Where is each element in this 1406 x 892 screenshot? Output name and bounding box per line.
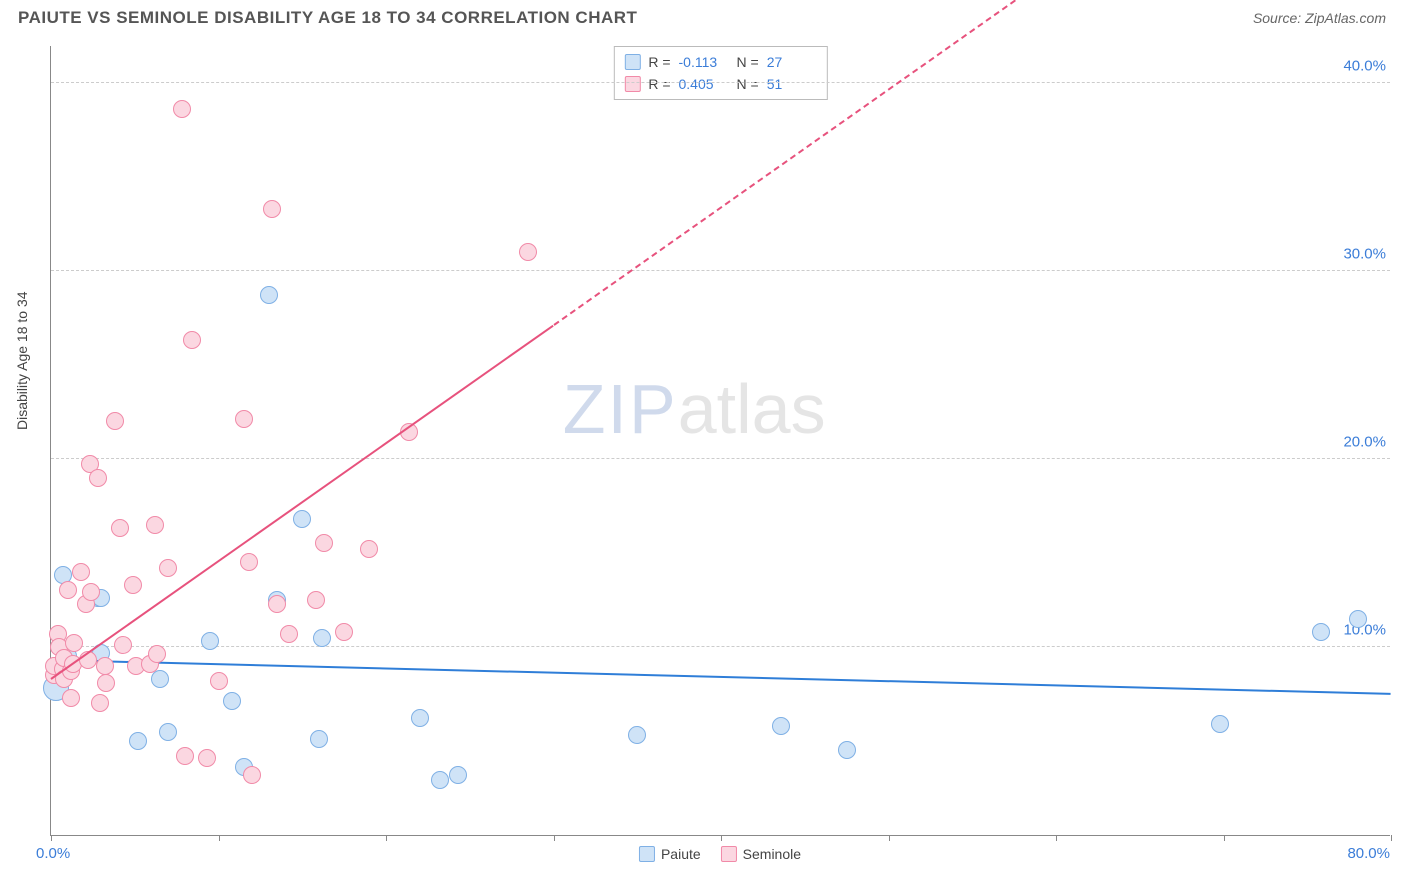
data-point (82, 583, 100, 601)
data-point (159, 559, 177, 577)
legend-series-item: Paiute (639, 846, 701, 862)
gridline (51, 458, 1390, 459)
x-tick (386, 835, 387, 841)
plot-region: R = -0.113 N = 27 R = 0.405 N = 51 ZIPatlas… (50, 46, 1390, 836)
x-tick (1391, 835, 1392, 841)
legend-r-label: R = (648, 51, 670, 73)
data-point (59, 581, 77, 599)
data-point (173, 100, 191, 118)
data-point (65, 634, 83, 652)
data-point (240, 553, 258, 571)
chart-area: R = -0.113 N = 27 R = 0.405 N = 51 ZIPatlas… (50, 46, 1390, 836)
legend-r-label: R = (648, 73, 670, 95)
x-tick (721, 835, 722, 841)
data-point (293, 510, 311, 528)
y-tick-label: 20.0% (1343, 433, 1386, 450)
legend-statistics: R = -0.113 N = 27 R = 0.405 N = 51 (613, 46, 827, 100)
data-point (431, 771, 449, 789)
data-point (62, 689, 80, 707)
gridline (51, 82, 1390, 83)
data-point (72, 563, 90, 581)
legend-swatch (624, 54, 640, 70)
data-point (307, 591, 325, 609)
data-point (91, 694, 109, 712)
data-point (183, 331, 201, 349)
x-tick (889, 835, 890, 841)
data-point (111, 519, 129, 537)
data-point (124, 576, 142, 594)
chart-title: PAIUTE VS SEMINOLE DISABILITY AGE 18 TO … (18, 8, 637, 28)
data-point (268, 595, 286, 613)
data-point (201, 632, 219, 650)
data-point (313, 629, 331, 647)
legend-r-value: 0.405 (679, 73, 729, 95)
legend-series-name: Seminole (743, 846, 801, 862)
data-point (89, 469, 107, 487)
gridline (51, 270, 1390, 271)
legend-n-value: 27 (767, 51, 817, 73)
x-tick (1224, 835, 1225, 841)
legend-swatch (721, 846, 737, 862)
data-point (148, 645, 166, 663)
legend-series-names: Paiute Seminole (639, 846, 801, 862)
watermark-atlas: atlas (678, 370, 826, 448)
watermark-zip: ZIP (563, 370, 678, 448)
data-point (159, 723, 177, 741)
data-point (315, 534, 333, 552)
data-point (628, 726, 646, 744)
legend-stat-row: R = 0.405 N = 51 (624, 73, 816, 95)
data-point (449, 766, 467, 784)
data-point (411, 709, 429, 727)
x-axis-max-label: 80.0% (1347, 845, 1390, 862)
x-tick (219, 835, 220, 841)
y-axis-label: Disability Age 18 to 34 (14, 291, 30, 430)
data-point (223, 692, 241, 710)
legend-n-value: 51 (767, 73, 817, 95)
data-point (176, 747, 194, 765)
data-point (519, 243, 537, 261)
y-tick-label: 30.0% (1343, 245, 1386, 262)
legend-stat-row: R = -0.113 N = 27 (624, 51, 816, 73)
legend-swatch (639, 846, 655, 862)
data-point (114, 636, 132, 654)
data-point (335, 623, 353, 641)
data-point (151, 670, 169, 688)
data-point (235, 410, 253, 428)
y-tick-label: 40.0% (1343, 57, 1386, 74)
data-point (129, 732, 147, 750)
x-tick (1056, 835, 1057, 841)
legend-n-label: N = (737, 73, 759, 95)
data-point (210, 672, 228, 690)
data-point (772, 717, 790, 735)
data-point (198, 749, 216, 767)
legend-series-name: Paiute (661, 846, 701, 862)
data-point (260, 286, 278, 304)
legend-swatch (624, 76, 640, 92)
data-point (146, 516, 164, 534)
data-point (310, 730, 328, 748)
data-point (838, 741, 856, 759)
x-tick (51, 835, 52, 841)
trend-line (50, 325, 554, 680)
legend-series-item: Seminole (721, 846, 801, 862)
gridline (51, 646, 1390, 647)
legend-r-value: -0.113 (679, 51, 729, 73)
source-attribution: Source: ZipAtlas.com (1253, 10, 1386, 26)
data-point (1312, 623, 1330, 641)
data-point (106, 412, 124, 430)
data-point (1349, 610, 1367, 628)
data-point (243, 766, 261, 784)
trend-line (51, 659, 1391, 695)
data-point (280, 625, 298, 643)
data-point (96, 657, 114, 675)
data-point (1211, 715, 1229, 733)
legend-n-label: N = (737, 51, 759, 73)
data-point (360, 540, 378, 558)
x-axis-min-label: 0.0% (36, 845, 70, 862)
data-point (263, 200, 281, 218)
x-tick (554, 835, 555, 841)
data-point (97, 674, 115, 692)
watermark: ZIPatlas (563, 369, 826, 449)
